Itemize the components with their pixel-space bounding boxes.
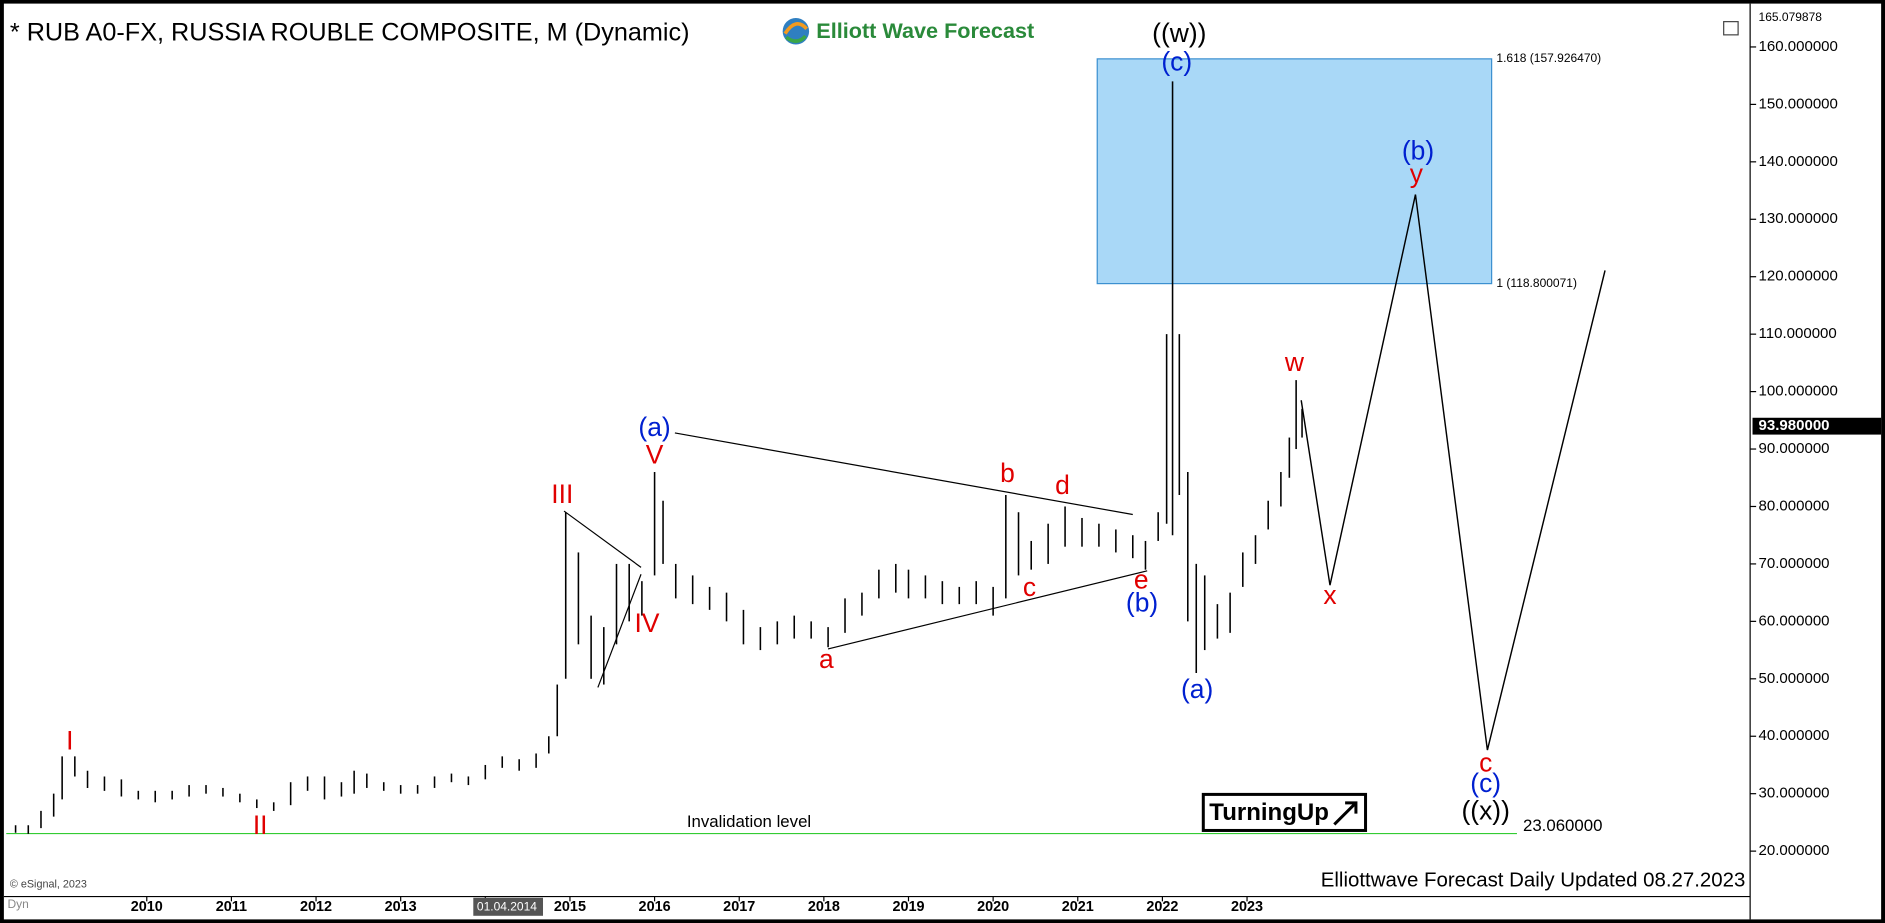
fib-level-label: 1 (118.800071)	[1496, 276, 1577, 290]
wave-label: c	[1023, 572, 1036, 602]
x-tick-label: 2012	[300, 899, 332, 915]
last-price-label: 93.980000	[1759, 417, 1830, 434]
mode-label: Dyn	[7, 897, 28, 911]
y-tick-label: 120.000000	[1759, 268, 1838, 285]
y-tick-label: 90.000000	[1759, 440, 1830, 457]
axes: 20.000000 30.000000 40.000000 50.000000 60.0…	[131, 10, 1882, 916]
wave-label: e	[1134, 565, 1149, 595]
badge-arrow	[1333, 801, 1358, 826]
logo-text: Elliott Wave Forecast	[816, 18, 1034, 43]
wave-label: w	[1284, 347, 1305, 377]
x-tick-label: 2011	[216, 899, 247, 915]
y-tick-label: 40.000000	[1759, 727, 1830, 744]
wave-label: ((w))	[1152, 18, 1206, 48]
wave-label: ((x))	[1461, 796, 1509, 826]
projection-path	[1300, 194, 1606, 751]
x-tick-label: 2019	[892, 899, 924, 915]
y-tick-label: 50.000000	[1759, 670, 1830, 687]
wave-label: (b)	[1126, 588, 1158, 618]
x-tick-label: 2020	[977, 899, 1009, 915]
wave-label: III	[551, 479, 573, 509]
wave-label: y	[1410, 159, 1424, 189]
chart-title: * RUB A0-FX, RUSSIA ROUBLE COMPOSITE, M …	[10, 18, 690, 46]
logo-swoosh	[785, 34, 807, 43]
y-tick-label: 130.000000	[1759, 210, 1838, 227]
wave-label: d	[1055, 470, 1070, 500]
wave-label: c	[1479, 747, 1492, 777]
x-tick-label: 2016	[639, 899, 671, 915]
fib-level-label: 1.618 (157.926470)	[1496, 51, 1601, 65]
wave-label: a	[819, 644, 834, 674]
wave-label: I	[66, 726, 73, 756]
y-tick-label: 100.000000	[1759, 383, 1838, 400]
trendline	[563, 510, 642, 568]
x-tick-label: 2023	[1231, 899, 1263, 915]
wave-label: (b)	[1402, 136, 1434, 166]
x-tick-label: 2022	[1146, 899, 1178, 915]
wave-label: II	[253, 810, 268, 840]
y-tick-label: 70.000000	[1759, 555, 1830, 572]
footer: Elliottwave Forecast Daily Updated 08.27…	[1321, 869, 1746, 891]
y-tick-label: 30.000000	[1759, 785, 1830, 802]
target-box	[1096, 58, 1493, 285]
wave-label: x	[1323, 580, 1336, 610]
y-tick-label: 140.000000	[1759, 153, 1838, 170]
x-tick-label: 2018	[808, 899, 840, 915]
y-tick-label: 110.000000	[1759, 325, 1837, 342]
badge-text: TurningUp	[1209, 799, 1329, 826]
plot-area: 1.618 (157.926470) 1 (118.800071) Invalida…	[6, 51, 1606, 835]
logo: Elliott Wave Forecast	[782, 18, 1034, 45]
cursor-date-box	[473, 897, 544, 916]
source: © eSignal, 2023	[10, 878, 87, 890]
x-tick-label: 2017	[723, 899, 755, 915]
x-tick-label: 2015	[554, 899, 586, 915]
y-tick-label: 20.000000	[1759, 842, 1830, 859]
y-tick-label: 80.000000	[1759, 497, 1830, 514]
x-tick-label: 2010	[131, 899, 163, 915]
wave-label: (c)	[1470, 768, 1501, 798]
y-tick-label: 160.000000	[1759, 38, 1838, 55]
y-tick-label: 150.000000	[1759, 95, 1838, 112]
wave-label: (a)	[638, 412, 670, 442]
y-tick-label: 60.000000	[1759, 612, 1830, 629]
last-price-box	[1752, 417, 1882, 435]
invalidation-text: Invalidation level	[687, 812, 811, 831]
invalidation-value: 23.060000	[1523, 816, 1602, 835]
window-button[interactable]	[1723, 21, 1739, 36]
wave-label: IV	[634, 608, 659, 638]
trendline	[827, 570, 1148, 650]
wave-label: (c)	[1161, 47, 1192, 77]
trendline	[674, 432, 1133, 516]
badge-box	[1201, 792, 1368, 832]
wave-label: b	[1000, 458, 1015, 488]
wave-label: V	[646, 439, 664, 469]
x-tick-label: 2013	[385, 899, 417, 915]
trendline	[597, 574, 642, 688]
logo-swoosh	[783, 22, 809, 35]
wave-label: (a)	[1181, 674, 1213, 704]
x-tick-label: 2021	[1062, 899, 1094, 915]
x-tick-label: 01.04.2014	[477, 900, 537, 914]
badge: TurningUp	[1201, 792, 1368, 832]
canvas	[3, 3, 1882, 920]
top-value-label: 165.079878	[1759, 10, 1823, 24]
